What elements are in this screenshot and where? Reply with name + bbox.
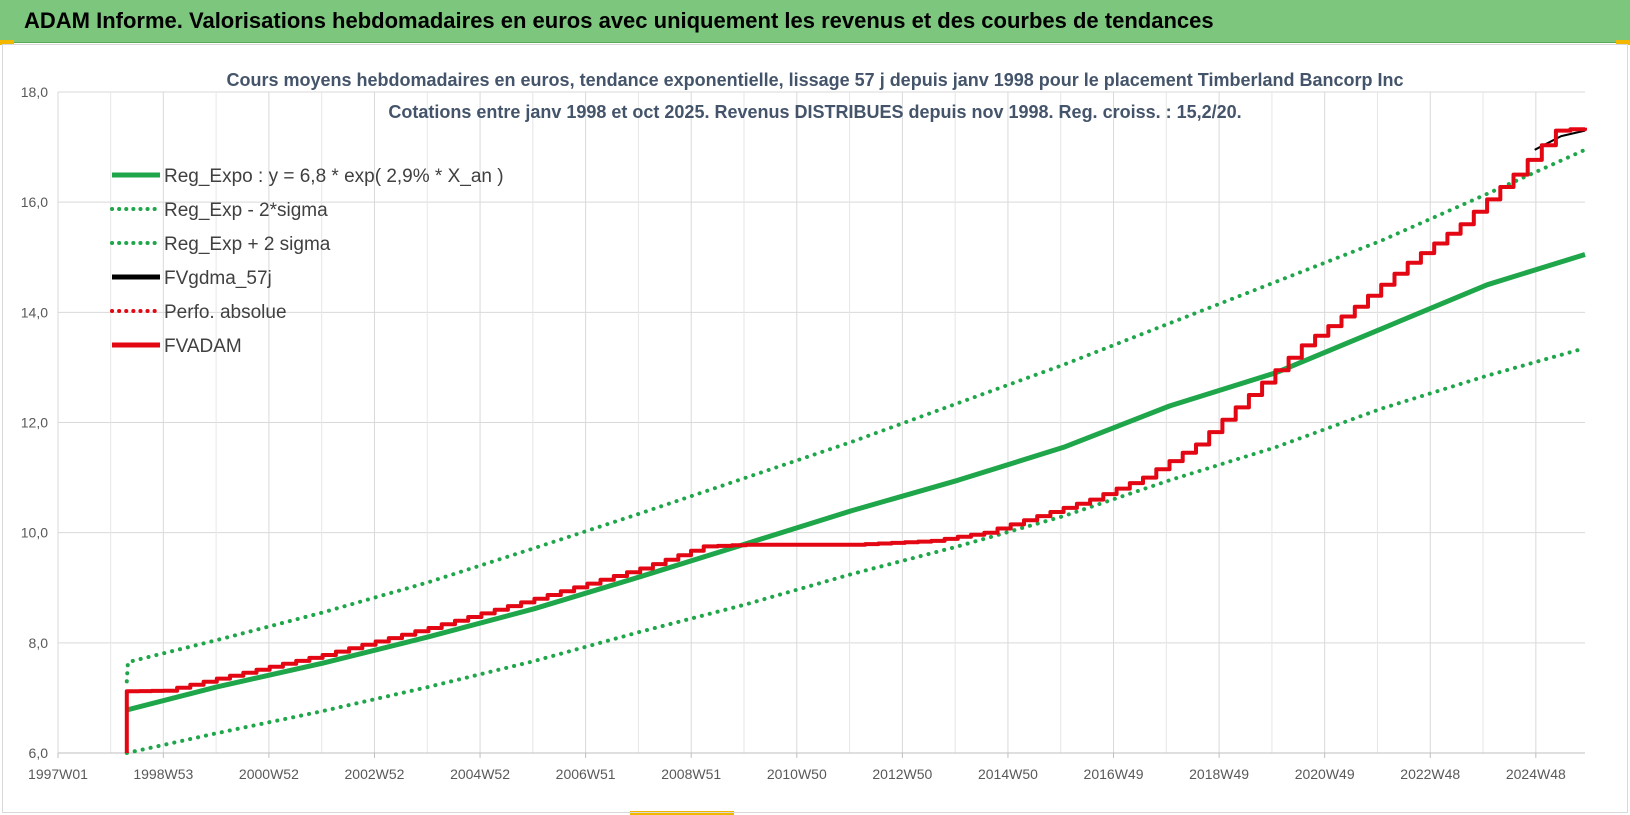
legend-label: FVgdma_57j [164, 268, 272, 289]
series-line-0 [126, 252, 1586, 713]
x-tick-label: 2012W50 [872, 766, 932, 782]
grid [57, 91, 1585, 754]
x-tick-label: 1998W53 [133, 766, 193, 782]
corner-marker-tr [1616, 40, 1630, 45]
x-tick-label: 2018W49 [1189, 766, 1249, 782]
x-tick-label: 2008W51 [661, 766, 721, 782]
legend-label: Reg_Expo : y = 6,8 * exp( 2,9% * X_an ) [164, 166, 504, 187]
series-line-2 [124, 147, 1587, 684]
x-tick-label: 2016W49 [1084, 766, 1144, 782]
header-banner: ADAM Informe. Valorisations hebdomadaire… [0, 0, 1630, 43]
x-tick-label: 2024W48 [1506, 766, 1566, 782]
x-tick-label: 2002W52 [345, 766, 405, 782]
y-tick-label: 6,0 [29, 745, 49, 761]
y-tick-label: 16,0 [21, 194, 48, 210]
banner-title: ADAM Informe. Valorisations hebdomadaire… [24, 8, 1214, 33]
chart-frame [2, 44, 1628, 813]
x-tick-label: 2014W50 [978, 766, 1038, 782]
series-layer [124, 127, 1587, 755]
corner-marker-tl [0, 40, 14, 45]
x-tick-label: 2004W52 [450, 766, 510, 782]
legend-label: Reg_Exp - 2*sigma [164, 200, 328, 221]
legend: Reg_Expo : y = 6,8 * exp( 2,9% * X_an ) R… [110, 166, 504, 357]
y-tick-label: 8,0 [29, 635, 49, 651]
chart-title: Cours moyens hebdomadaires en euros, ten… [226, 70, 1403, 90]
chart-subtitle: Cotations entre janv 1998 et oct 2025. R… [388, 102, 1241, 122]
x-tick-label: 2020W49 [1295, 766, 1355, 782]
x-tick-label: 2022W48 [1400, 766, 1460, 782]
x-tick-label: 2010W50 [767, 766, 827, 782]
legend-label: FVADAM [164, 336, 242, 357]
y-tick-label: 18,0 [21, 84, 48, 100]
x-tick-label: 1997W01 [28, 766, 88, 782]
corner-marker-bottom [630, 811, 734, 815]
y-tick-label: 10,0 [21, 525, 48, 541]
legend-label: Reg_Exp + 2 sigma [164, 234, 331, 255]
x-tick-label: 2000W52 [239, 766, 299, 782]
series-line-4 [124, 127, 1587, 753]
y-tick-label: 12,0 [21, 415, 48, 431]
x-tick-label: 2006W51 [556, 766, 616, 782]
y-tick-label: 14,0 [21, 304, 48, 320]
series-line-1 [124, 346, 1587, 755]
axes: 6,0 8,0 10,0 12,0 14,0 16,0 18,0 1997W01 1998W53… [21, 84, 1585, 782]
legend-label: Perfo. absolue [164, 302, 287, 323]
